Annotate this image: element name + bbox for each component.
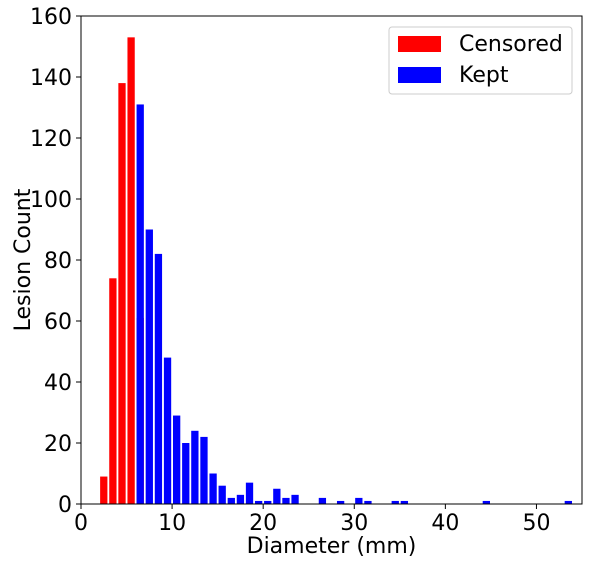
legend-label-censored: Censored	[459, 32, 563, 57]
bar-kept-15	[273, 488, 281, 504]
y-tick-label-1: 20	[44, 432, 72, 457]
bar-censored-1	[109, 278, 117, 504]
bar-kept-3	[163, 357, 172, 504]
bar-kept-2	[154, 253, 163, 504]
bar-kept-10	[227, 497, 235, 504]
bar-kept-24	[482, 500, 490, 504]
legend-swatch-kept	[398, 67, 441, 83]
bar-kept-6	[191, 430, 199, 504]
y-tick-label-8: 160	[30, 5, 72, 30]
bar-kept-11	[236, 494, 245, 504]
x-tick-label-2: 20	[249, 511, 277, 536]
bar-kept-21	[364, 500, 372, 504]
y-axis-ticks: 0 20 40 60 80 100 120 140 160	[30, 5, 81, 518]
bar-kept-1	[145, 229, 153, 504]
x-tick-label-4: 40	[431, 511, 459, 536]
bars-layer	[100, 37, 572, 504]
bar-kept-17	[291, 494, 299, 504]
y-tick-label-5: 100	[30, 188, 72, 213]
legend: Censored Kept	[388, 26, 573, 95]
x-tick-label-0: 0	[74, 511, 88, 536]
x-tick-label-5: 50	[522, 511, 550, 536]
legend-label-kept: Kept	[459, 63, 509, 88]
bar-kept-14	[264, 500, 272, 504]
x-tick-label-3: 30	[340, 511, 368, 536]
y-tick-label-2: 40	[44, 371, 72, 396]
bar-kept-20	[355, 497, 363, 504]
bar-kept-8	[209, 473, 217, 504]
legend-swatch-censored	[398, 36, 441, 52]
bar-kept-23	[400, 500, 409, 504]
bar-kept-13	[254, 500, 263, 504]
y-tick-label-3: 60	[44, 310, 72, 335]
x-tick-label-1: 10	[158, 511, 186, 536]
y-tick-label-0: 0	[58, 493, 72, 518]
bar-kept-7	[200, 436, 208, 504]
bar-kept-22	[391, 500, 399, 504]
y-tick-label-7: 140	[30, 66, 72, 91]
bar-kept-18	[318, 497, 327, 504]
bar-kept-12	[245, 482, 254, 504]
y-tick-label-6: 120	[30, 127, 72, 152]
y-axis-label: Lesion Count	[11, 188, 36, 331]
bar-censored-2	[118, 83, 126, 504]
x-axis-ticks: 0 10 20 30 40 50	[74, 504, 550, 536]
bar-kept-9	[218, 485, 226, 504]
bar-kept-4	[173, 415, 181, 504]
bar-kept-16	[282, 497, 290, 504]
x-axis-label: Diameter (mm)	[247, 534, 417, 559]
bar-kept-25	[564, 500, 572, 504]
bar-censored-0	[100, 476, 108, 504]
bar-kept-19	[336, 500, 345, 504]
bar-kept-5	[182, 443, 190, 504]
y-tick-label-4: 80	[44, 249, 72, 274]
bar-censored-3	[127, 37, 135, 504]
bar-kept-0	[136, 104, 144, 504]
